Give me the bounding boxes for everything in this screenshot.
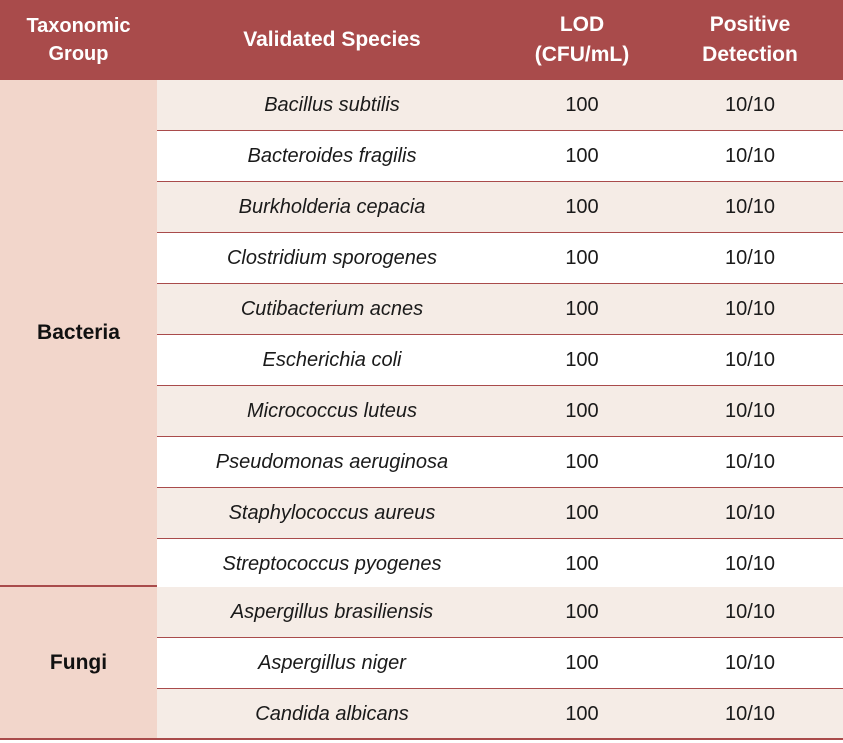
table-row: Clostridium sporogenes 100 10/10: [157, 233, 843, 285]
header-lod: LOD (CFU/mL): [507, 0, 657, 80]
table-row: Streptococcus pyogenes 100 10/10: [157, 539, 843, 589]
group-label: Fungi: [49, 650, 108, 674]
table-row: Aspergillus brasiliensis 100 10/10: [157, 587, 843, 639]
header-positive-detection: Positive Detection: [657, 0, 843, 80]
table-bottom-border: [0, 738, 843, 740]
species-cell: Pseudomonas aeruginosa: [215, 450, 449, 473]
header-lod-line2: (CFU/mL): [534, 43, 630, 66]
lod-cell: 100: [565, 144, 599, 167]
species-cell: Bacillus subtilis: [264, 93, 400, 116]
lod-cell: 100: [565, 552, 599, 575]
species-cell: Bacteroides fragilis: [247, 144, 417, 167]
table-row: Staphylococcus aureus 100 10/10: [157, 488, 843, 540]
lod-cell: 100: [565, 450, 599, 473]
table-row: Candida albicans 100 10/10: [157, 689, 843, 739]
positive-detection-cell: 10/10: [724, 552, 776, 575]
header-positive-detection-line2: Detection: [702, 43, 798, 66]
positive-detection-cell: 10/10: [724, 195, 776, 218]
header-taxonomic-group-line1: Taxonomic: [26, 15, 131, 37]
lod-cell: 100: [565, 399, 599, 422]
positive-detection-cell: 10/10: [724, 297, 776, 320]
positive-detection-cell: 10/10: [724, 93, 776, 116]
species-cell: Aspergillus niger: [258, 651, 406, 674]
table-row: Micrococcus luteus 100 10/10: [157, 386, 843, 438]
lod-cell: 100: [565, 600, 599, 623]
species-cell: Micrococcus luteus: [246, 399, 418, 422]
lod-cell: 100: [565, 246, 599, 269]
header-taxonomic-group-line2: Group: [48, 43, 109, 65]
table-row: Aspergillus niger 100 10/10: [157, 638, 843, 690]
header-validated-species-label: Validated Species: [243, 28, 421, 51]
lod-cell: 100: [565, 501, 599, 524]
table-row: Pseudomonas aeruginosa 100 10/10: [157, 437, 843, 489]
lod-cell: 100: [565, 702, 599, 725]
positive-detection-cell: 10/10: [724, 399, 776, 422]
header-validated-species: Validated Species: [157, 0, 507, 80]
species-cell: Candida albicans: [255, 702, 409, 725]
table-row: Cutibacterium acnes 100 10/10: [157, 284, 843, 336]
lod-cell: 100: [565, 195, 599, 218]
positive-detection-cell: 10/10: [724, 501, 776, 524]
header-positive-detection-line1: Positive: [709, 13, 791, 36]
table-row: Bacteroides fragilis 100 10/10: [157, 131, 843, 183]
header-lod-line1: LOD: [559, 13, 605, 36]
positive-detection-cell: 10/10: [724, 348, 776, 371]
lod-cell: 100: [565, 297, 599, 320]
positive-detection-cell: 10/10: [724, 702, 776, 725]
lod-cell: 100: [565, 93, 599, 116]
group-cell-fungi: Fungi: [0, 587, 157, 738]
lod-cell: 100: [565, 651, 599, 674]
species-cell: Burkholderia cepacia: [238, 195, 426, 218]
positive-detection-cell: 10/10: [724, 246, 776, 269]
species-cell: Staphylococcus aureus: [228, 501, 436, 524]
positive-detection-cell: 10/10: [724, 450, 776, 473]
positive-detection-cell: 10/10: [724, 651, 776, 674]
lod-cell: 100: [565, 348, 599, 371]
table-header: Taxonomic Group Validated Species LOD (C…: [0, 0, 843, 80]
species-cell: Cutibacterium acnes: [240, 297, 424, 320]
group-label: Bacteria: [37, 320, 120, 344]
species-cell: Streptococcus pyogenes: [222, 552, 442, 575]
table-row: Bacillus subtilis 100 10/10: [157, 80, 843, 132]
species-cell: Escherichia coli: [262, 348, 402, 371]
table-row: Burkholderia cepacia 100 10/10: [157, 182, 843, 234]
species-cell: Clostridium sporogenes: [226, 246, 438, 269]
positive-detection-cell: 10/10: [724, 600, 776, 623]
group-cell-bacteria: Bacteria: [0, 80, 157, 585]
species-cell: Aspergillus brasiliensis: [230, 600, 434, 623]
header-taxonomic-group: Taxonomic Group: [0, 0, 157, 80]
table-row: Escherichia coli 100 10/10: [157, 335, 843, 387]
positive-detection-cell: 10/10: [724, 144, 776, 167]
